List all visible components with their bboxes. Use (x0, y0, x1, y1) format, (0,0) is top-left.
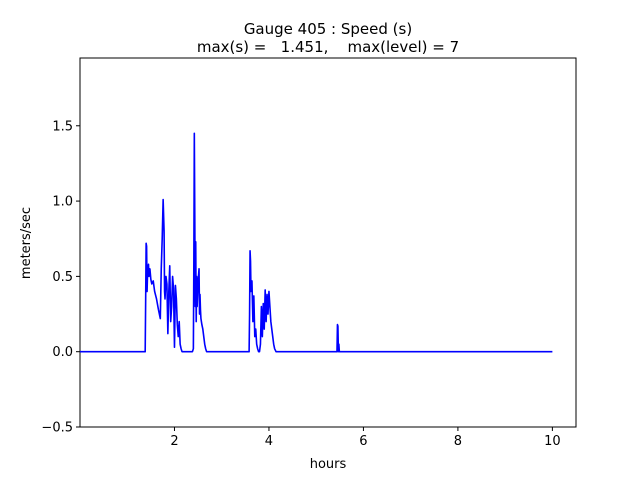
y-axis-ticks: −0.5 0.0 0.5 1.0 1.5 (41, 119, 80, 436)
plot-frame (79, 57, 577, 428)
speed-series-line (80, 132, 553, 353)
y-tick-label: 1.5 (52, 119, 73, 134)
series-group (80, 132, 553, 353)
plot-area (79, 57, 577, 428)
x-tick-label: 4 (265, 434, 273, 449)
x-axis-ticks: 2 4 6 8 10 (170, 427, 561, 449)
y-tick-label: 0.5 (52, 270, 73, 285)
x-tick-label: 10 (544, 434, 561, 449)
y-tick-label: −0.5 (41, 421, 73, 436)
x-tick-label: 2 (170, 434, 178, 449)
chart-title-line2: max(s) = 1.451, max(level) = 7 (197, 38, 459, 56)
chart-title-line1: Gauge 405 : Speed (s) (244, 20, 412, 38)
y-tick-label: 1.0 (52, 195, 73, 210)
y-tick-label: 0.0 (52, 345, 73, 360)
x-tick-label: 6 (359, 434, 367, 449)
y-axis-label: meters/sec (19, 207, 34, 279)
x-axis-label: hours (310, 457, 347, 472)
x-tick-label: 8 (454, 434, 462, 449)
